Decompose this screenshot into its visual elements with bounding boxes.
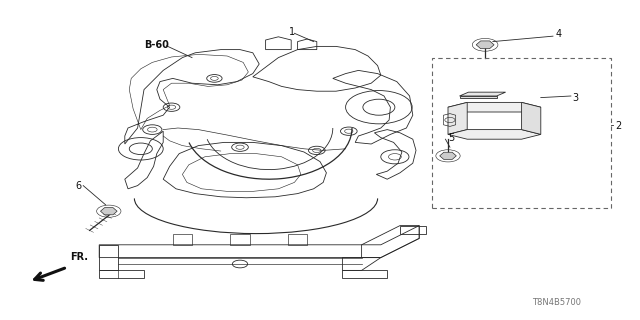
Polygon shape xyxy=(522,102,541,134)
Polygon shape xyxy=(440,152,456,159)
Polygon shape xyxy=(460,92,506,96)
Text: B-60: B-60 xyxy=(144,40,169,50)
Polygon shape xyxy=(460,96,497,98)
Text: 3: 3 xyxy=(573,92,579,103)
Polygon shape xyxy=(100,208,117,215)
Text: 6: 6 xyxy=(76,180,82,191)
Polygon shape xyxy=(476,41,494,49)
Text: T8N4B5700: T8N4B5700 xyxy=(532,298,581,307)
Polygon shape xyxy=(448,130,541,139)
Text: FR.: FR. xyxy=(70,252,88,262)
Polygon shape xyxy=(448,102,541,112)
Text: 4: 4 xyxy=(556,28,562,39)
Text: 1: 1 xyxy=(289,27,296,37)
Polygon shape xyxy=(448,102,467,134)
Text: 2: 2 xyxy=(616,121,622,132)
Bar xyxy=(432,58,611,208)
Text: 5: 5 xyxy=(448,132,454,143)
